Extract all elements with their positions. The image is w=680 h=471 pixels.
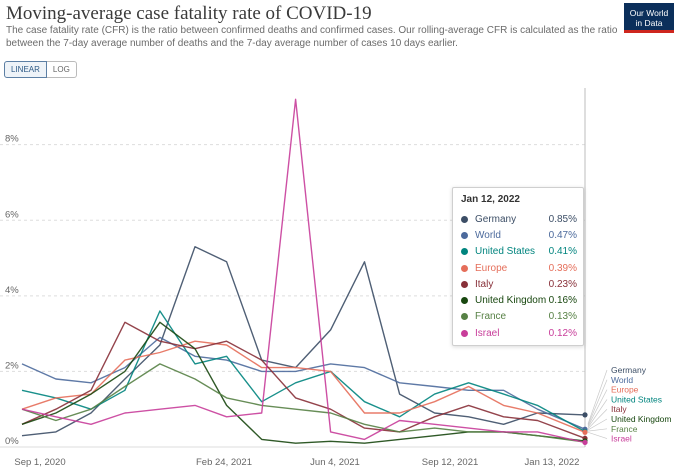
- owid-logo[interactable]: Our World in Data: [624, 3, 674, 33]
- label-leader: [587, 408, 608, 429]
- end-dots: [582, 412, 588, 446]
- y-tick-labels: 0% 2% 4% 6% 8%: [5, 134, 19, 447]
- label-leader: [587, 418, 608, 431]
- tooltip-series-value: 0.39%: [548, 262, 577, 274]
- tooltip-series-name: World: [475, 229, 501, 241]
- y-tick-label: 2%: [5, 360, 19, 371]
- legend-dot-icon: [461, 215, 468, 223]
- end-label: Europe: [611, 385, 639, 395]
- end-label: Germany: [611, 365, 647, 375]
- tooltip-row: Italy 0.23%: [453, 276, 583, 292]
- label-leader: [587, 431, 608, 439]
- y-tick-label: 0%: [5, 436, 19, 447]
- series-line-israel: [21, 98, 586, 444]
- end-dot: [582, 412, 588, 418]
- tooltip: Jan 12, 2022 Germany 0.85% World 0.47% Unite…: [452, 187, 584, 347]
- tooltip-series-value: 0.12%: [548, 327, 577, 339]
- legend-dot-icon: [461, 248, 468, 256]
- label-leader: [587, 369, 608, 425]
- tooltip-series-name: Germany: [475, 213, 517, 225]
- x-tick-label: Jun 4, 2021: [310, 457, 360, 468]
- label-leader: [587, 379, 608, 426]
- end-label: Israel: [611, 434, 632, 444]
- scale-toggle: LINEAR LOG: [4, 61, 77, 78]
- label-leader: [587, 428, 608, 432]
- legend-dot-icon: [461, 231, 468, 239]
- x-tick-label: Jan 13, 2022: [525, 457, 580, 468]
- y-tick-label: 4%: [5, 285, 19, 296]
- end-label: World: [611, 375, 633, 385]
- logo-line1: Our World: [629, 8, 669, 18]
- x-tick-label: Feb 24, 2021: [196, 457, 252, 468]
- tooltip-series-value: 0.23%: [548, 278, 577, 290]
- series-line-france: [21, 363, 586, 443]
- x-tick-label: Sep 1, 2020: [14, 457, 65, 468]
- log-scale-button[interactable]: LOG: [46, 61, 77, 78]
- series-line-united-states: [21, 310, 586, 433]
- y-tick-label: 6%: [5, 209, 19, 220]
- series-line-italy: [21, 321, 586, 439]
- series-line-europe: [21, 340, 586, 433]
- x-tick-label: Sep 12, 2021: [422, 457, 479, 468]
- tooltip-row: France 0.13%: [453, 309, 583, 325]
- logo-line2: in Data: [635, 18, 663, 28]
- chart-subtitle: The case fatality rate (CFR) is the rati…: [6, 25, 618, 49]
- tooltip-series-value: 0.13%: [548, 311, 577, 323]
- linear-scale-button[interactable]: LINEAR: [4, 61, 47, 78]
- tooltip-row: World 0.47%: [453, 227, 583, 243]
- end-label: United Kingdom: [611, 414, 671, 424]
- tooltip-date: Jan 12, 2022: [461, 194, 520, 205]
- tooltip-series-value: 0.47%: [548, 229, 577, 241]
- legend-dot-icon: [461, 329, 468, 337]
- tooltip-series-value: 0.41%: [548, 246, 577, 258]
- tooltip-row: United States 0.41%: [453, 244, 583, 260]
- series-lines: [21, 98, 586, 444]
- tooltip-series-name: Italy: [475, 278, 494, 290]
- chart-title: Moving-average case fatality rate of COV…: [6, 3, 372, 24]
- tooltip-row: United Kingdom 0.16%: [453, 292, 583, 308]
- end-dot: [582, 429, 588, 435]
- tooltip-series-name: Israel: [475, 327, 500, 339]
- label-leader: [587, 399, 608, 428]
- tooltip-row: Israel 0.12%: [453, 325, 583, 341]
- series-line-world: [21, 336, 586, 430]
- tooltip-series-name: France: [475, 311, 507, 323]
- tooltip-series-value: 0.85%: [548, 213, 577, 225]
- tooltip-series-name: United States: [475, 246, 536, 258]
- tooltip-row: Europe 0.39%: [453, 260, 583, 276]
- end-label: Italy: [611, 404, 627, 414]
- legend-dot-icon: [461, 313, 468, 321]
- y-tick-label: 8%: [5, 134, 19, 145]
- tooltip-row: Germany 0.85%: [453, 211, 583, 227]
- legend-dot-icon: [461, 264, 468, 272]
- legend-dot-icon: [461, 280, 468, 288]
- legend-dot-icon: [461, 297, 468, 305]
- tooltip-series-name: Europe: [475, 262, 508, 274]
- logo-underline: [624, 30, 674, 33]
- end-label: France: [611, 424, 638, 434]
- tooltip-series-value: 0.16%: [548, 295, 577, 307]
- end-label: United States: [611, 394, 662, 404]
- tooltip-series-name: United Kingdom: [475, 295, 547, 307]
- label-leader: [587, 389, 608, 427]
- x-tick-labels: Sep 1, 2020 Feb 24, 2021 Jun 4, 2021 Sep 12…: [14, 457, 579, 468]
- end-dot: [582, 439, 588, 446]
